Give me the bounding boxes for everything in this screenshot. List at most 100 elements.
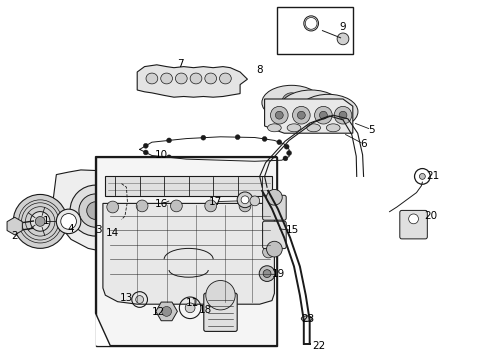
Circle shape xyxy=(267,189,282,205)
Ellipse shape xyxy=(175,73,187,84)
Circle shape xyxy=(275,111,283,119)
Polygon shape xyxy=(7,217,23,235)
Text: 1: 1 xyxy=(43,216,50,226)
Circle shape xyxy=(318,102,338,121)
Text: 9: 9 xyxy=(340,22,346,32)
Ellipse shape xyxy=(307,124,320,132)
Circle shape xyxy=(205,200,217,212)
Text: 20: 20 xyxy=(425,211,438,221)
Text: 8: 8 xyxy=(256,65,263,75)
Circle shape xyxy=(287,150,292,156)
Text: 16: 16 xyxy=(155,199,169,210)
Circle shape xyxy=(13,194,67,248)
Circle shape xyxy=(297,111,305,119)
Circle shape xyxy=(107,201,119,213)
Text: 12: 12 xyxy=(151,307,165,318)
Circle shape xyxy=(282,93,301,112)
Circle shape xyxy=(87,202,104,219)
Circle shape xyxy=(293,107,310,124)
Circle shape xyxy=(61,213,76,229)
Circle shape xyxy=(144,150,148,155)
Circle shape xyxy=(334,107,352,124)
Text: 19: 19 xyxy=(271,269,285,279)
Ellipse shape xyxy=(287,124,301,132)
Text: 11: 11 xyxy=(186,298,199,309)
Polygon shape xyxy=(105,176,272,196)
Ellipse shape xyxy=(161,73,172,84)
Circle shape xyxy=(315,107,332,124)
Text: 23: 23 xyxy=(301,314,315,324)
Circle shape xyxy=(283,156,288,161)
Circle shape xyxy=(419,174,425,179)
Text: 17: 17 xyxy=(209,197,222,207)
Polygon shape xyxy=(53,170,133,252)
FancyBboxPatch shape xyxy=(204,293,237,332)
Circle shape xyxy=(237,192,253,208)
Text: 15: 15 xyxy=(286,225,299,235)
Circle shape xyxy=(201,157,206,162)
Text: 3: 3 xyxy=(95,225,101,235)
Circle shape xyxy=(241,196,249,204)
Ellipse shape xyxy=(279,90,343,130)
Text: 21: 21 xyxy=(426,171,440,181)
Ellipse shape xyxy=(220,73,231,84)
Ellipse shape xyxy=(268,124,281,132)
Circle shape xyxy=(409,214,418,224)
Circle shape xyxy=(263,225,274,236)
Circle shape xyxy=(277,140,282,145)
Circle shape xyxy=(201,135,206,140)
Circle shape xyxy=(305,18,317,29)
Circle shape xyxy=(206,280,235,310)
Circle shape xyxy=(239,200,251,212)
Circle shape xyxy=(167,138,172,143)
Circle shape xyxy=(235,135,240,140)
Polygon shape xyxy=(96,313,110,346)
Text: 5: 5 xyxy=(368,125,375,135)
Circle shape xyxy=(30,212,50,231)
Circle shape xyxy=(263,246,274,258)
Polygon shape xyxy=(265,99,353,133)
FancyBboxPatch shape xyxy=(263,221,286,249)
Text: 22: 22 xyxy=(312,341,326,351)
Text: 14: 14 xyxy=(106,228,120,238)
Circle shape xyxy=(185,303,195,313)
Circle shape xyxy=(284,144,289,149)
Circle shape xyxy=(144,143,148,148)
Text: 10: 10 xyxy=(155,150,168,160)
Circle shape xyxy=(263,203,274,215)
Polygon shape xyxy=(96,157,277,346)
Circle shape xyxy=(35,216,45,226)
Bar xyxy=(277,7,353,54)
Circle shape xyxy=(270,107,288,124)
FancyBboxPatch shape xyxy=(263,195,286,220)
Circle shape xyxy=(301,100,321,120)
Ellipse shape xyxy=(190,73,202,84)
Circle shape xyxy=(171,200,182,212)
Text: 4: 4 xyxy=(68,224,74,234)
Ellipse shape xyxy=(299,94,358,129)
Circle shape xyxy=(337,33,349,45)
Circle shape xyxy=(267,241,282,257)
Circle shape xyxy=(250,196,260,206)
Text: 13: 13 xyxy=(120,293,133,303)
Ellipse shape xyxy=(326,124,340,132)
Circle shape xyxy=(319,111,327,119)
Circle shape xyxy=(167,155,172,160)
Text: 6: 6 xyxy=(360,139,367,149)
Circle shape xyxy=(259,266,275,282)
Circle shape xyxy=(162,306,172,316)
Circle shape xyxy=(136,200,148,212)
Polygon shape xyxy=(103,203,274,304)
Ellipse shape xyxy=(146,73,158,84)
Circle shape xyxy=(56,209,81,234)
Circle shape xyxy=(266,158,270,163)
Text: 18: 18 xyxy=(199,305,213,315)
Circle shape xyxy=(262,136,267,141)
Circle shape xyxy=(79,194,112,227)
Circle shape xyxy=(136,296,144,303)
Circle shape xyxy=(235,158,240,163)
Circle shape xyxy=(99,171,121,193)
Ellipse shape xyxy=(304,16,318,31)
Polygon shape xyxy=(156,302,177,321)
Circle shape xyxy=(339,111,347,119)
